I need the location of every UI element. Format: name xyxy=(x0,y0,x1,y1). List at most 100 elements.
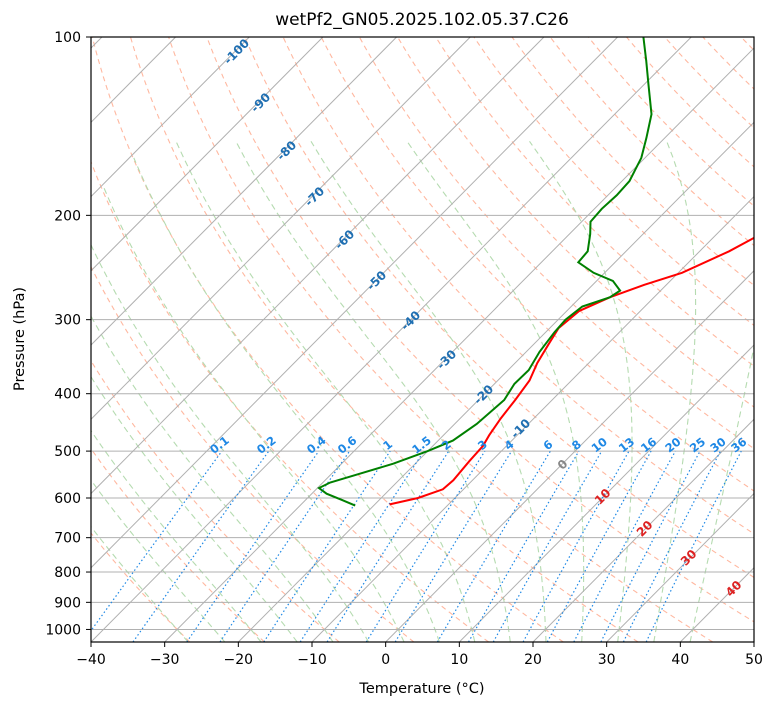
x-tick-label: 20 xyxy=(524,652,542,668)
moist-adiabat xyxy=(103,187,405,642)
x-tick-label: 40 xyxy=(671,652,689,668)
isotherm-label: -100 xyxy=(221,36,252,67)
x-tick-label: −40 xyxy=(76,652,106,668)
mixing-ratio-label: 25 xyxy=(687,435,708,456)
x-tick-label: 10 xyxy=(450,652,468,668)
mixing-ratio-label: 0.2 xyxy=(254,433,279,457)
plot-frame xyxy=(90,36,755,643)
mixing-ratio-label: 16 xyxy=(638,435,659,456)
isotherm-label: 10 xyxy=(592,486,614,508)
mixing-ratio-label: 0.6 xyxy=(335,433,360,457)
dry-adiabat xyxy=(168,37,713,642)
isotherm-label: -80 xyxy=(274,138,299,163)
mixing-ratio-line xyxy=(645,450,742,642)
isotherm-line xyxy=(753,641,754,642)
dry-adiabat xyxy=(587,37,754,207)
mixing-ratio-label: 0.1 xyxy=(207,433,232,457)
isotherm-line xyxy=(91,37,618,569)
x-axis-ticks: −40 −30 −20 −10 0 10 20 30 40 50 xyxy=(76,642,763,668)
isotherms xyxy=(91,37,754,642)
dry-adiabat xyxy=(282,37,754,535)
mixing-ratio-label: 1.5 xyxy=(409,433,434,457)
moist-adiabat xyxy=(653,141,697,642)
dry-adiabat xyxy=(91,532,191,642)
sounding-profiles xyxy=(317,37,754,507)
moist-adiabat xyxy=(406,140,585,642)
dry-adiabat xyxy=(129,37,639,642)
y-tick-label: 100 xyxy=(54,30,81,46)
isotherm-label: 0 xyxy=(555,457,571,473)
isotherm-line xyxy=(237,121,754,642)
x-axis-title: Temperature (°C) xyxy=(358,681,484,697)
x-tick-label: 50 xyxy=(745,652,763,668)
moist-adiabats xyxy=(91,140,754,642)
moist-adiabat xyxy=(91,243,370,642)
dry-adiabat xyxy=(664,37,754,129)
mixing-ratio-line xyxy=(600,450,701,642)
isotherm-line xyxy=(91,37,324,272)
x-tick-label: 30 xyxy=(598,652,616,668)
temperature-profile-line xyxy=(389,236,754,506)
dry-adiabat xyxy=(626,37,754,168)
dry-adiabat xyxy=(358,37,754,450)
y-tick-label: 200 xyxy=(54,208,81,224)
dry-adiabat xyxy=(740,37,754,51)
moist-adiabat xyxy=(529,140,633,642)
moist-adiabat xyxy=(91,315,334,642)
dry-adiabat xyxy=(435,37,754,367)
isotherm-line xyxy=(91,37,250,198)
overlay-labels: 0.1 0.2 0.4 0.6 1 1.5 2 3 4 6 8 10 13 16 20 25 30 36-100-… xyxy=(207,36,749,599)
x-tick-label: −10 xyxy=(297,652,327,668)
isotherm-line xyxy=(91,37,692,642)
mixing-ratio-label: 30 xyxy=(707,435,728,456)
isotherm-label: -40 xyxy=(398,308,423,333)
isotherm-label: -90 xyxy=(248,90,273,115)
isotherm-line xyxy=(385,270,754,642)
mixing-ratio-line xyxy=(546,450,652,642)
isotherm-label: -30 xyxy=(434,347,459,372)
isotherm-line xyxy=(606,492,754,642)
dry-adiabat xyxy=(244,37,754,579)
mixing-ratio-line xyxy=(132,450,270,642)
mixing-ratio-line xyxy=(573,450,676,642)
mixing-ratio-line xyxy=(299,450,425,642)
moist-adiabat xyxy=(310,141,547,642)
pressure-gridlines xyxy=(91,37,754,630)
mixing-ratio-line xyxy=(365,450,486,642)
isotherm-label: -10 xyxy=(508,416,533,441)
isotherm-label: -50 xyxy=(364,268,389,293)
mixing-ratio-line xyxy=(91,450,223,632)
y-axis-title: Pressure (hPa) xyxy=(12,287,28,391)
isotherm-label: -60 xyxy=(332,227,357,252)
y-tick-label: 400 xyxy=(54,387,81,403)
mixing-ratio-line xyxy=(186,450,320,642)
isotherm-line xyxy=(91,37,397,346)
dry-adiabat xyxy=(91,160,489,642)
y-tick-label: 300 xyxy=(54,313,81,329)
mixing-ratio-label: 20 xyxy=(662,435,683,456)
mixing-ratio-line xyxy=(467,450,580,642)
dry-adiabats xyxy=(91,37,754,642)
dry-adiabat xyxy=(397,37,754,408)
isotherm-line xyxy=(458,344,754,642)
moist-adiabat xyxy=(91,525,189,642)
x-tick-label: 0 xyxy=(381,652,390,668)
moist-adiabat xyxy=(235,141,511,642)
dewpoint-profile-line xyxy=(317,37,653,507)
moist-adiabat xyxy=(175,141,476,642)
mixing-ratio-label: 10 xyxy=(589,435,610,456)
mixing-ratio-line xyxy=(326,450,450,642)
y-tick-label: 700 xyxy=(54,531,81,547)
moist-adiabat xyxy=(91,479,226,642)
dry-adiabat xyxy=(91,359,340,642)
y-tick-label: 800 xyxy=(54,565,81,581)
moist-adiabat xyxy=(91,375,298,642)
mixing-ratio-line xyxy=(492,450,603,642)
mixing-ratio-line xyxy=(219,450,351,642)
isotherm-line xyxy=(311,195,754,642)
x-tick-label: −30 xyxy=(150,652,180,668)
y-tick-label: 1000 xyxy=(45,622,81,638)
mixing-ratio-line xyxy=(436,450,551,642)
isotherm-line xyxy=(532,418,754,642)
